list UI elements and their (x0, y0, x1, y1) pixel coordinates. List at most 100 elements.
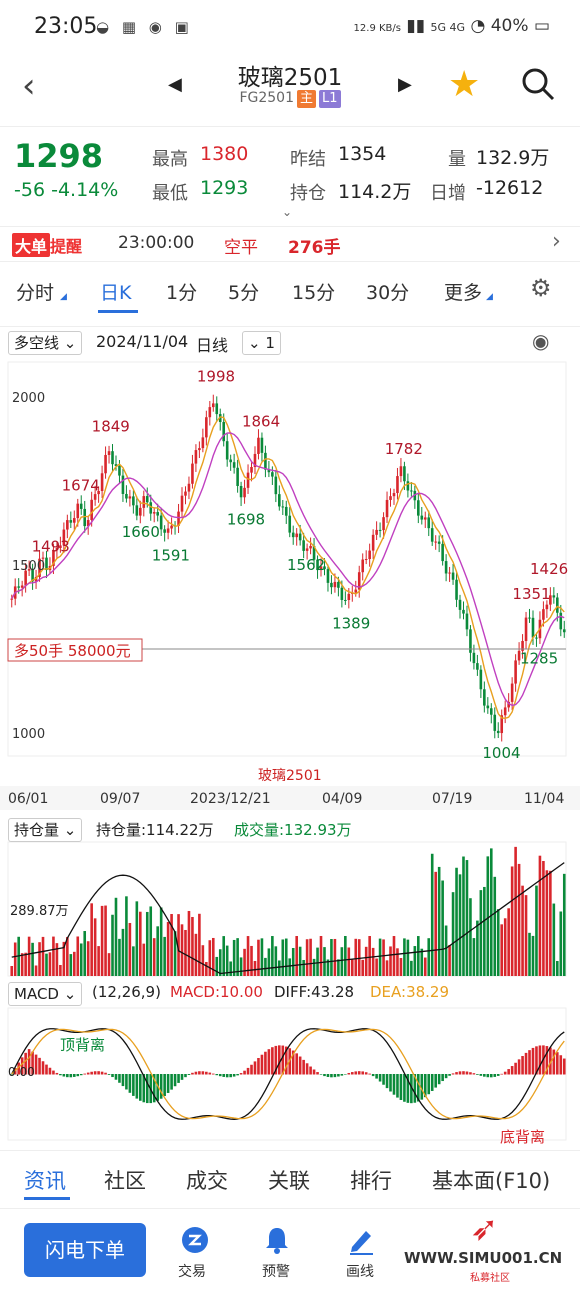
candle-body (31, 569, 34, 582)
watermark-text: WWW.SIMU001.CN (404, 1249, 563, 1267)
tab-15min[interactable]: 15分 (292, 282, 336, 304)
volume-bar (128, 922, 132, 976)
candle-body (62, 529, 66, 546)
candle-body (437, 541, 441, 544)
tab-timeshare[interactable]: 分时 (16, 282, 55, 304)
candle-body (323, 566, 326, 570)
volume-bar (90, 903, 93, 976)
candle-body (479, 669, 483, 690)
indicator-dropdown[interactable]: 多空线 ⌄ (8, 331, 83, 355)
macd-bar (469, 1072, 472, 1075)
candle-body (417, 500, 420, 516)
trade-icon[interactable] (180, 1225, 210, 1255)
volume-bar (357, 939, 361, 976)
big-order-alert[interactable]: 大单 提醒 23:00:00 空平 276手 › (0, 226, 580, 262)
volume-bar (312, 958, 316, 976)
volume-bar (423, 957, 427, 976)
candle-body (291, 532, 295, 538)
volume-bar (542, 860, 545, 976)
prev-value: 1354 (338, 143, 387, 165)
tab-5min[interactable]: 5分 (228, 282, 260, 304)
tab-30min[interactable]: 30分 (366, 282, 410, 304)
candle-body (191, 463, 194, 484)
kline-chart[interactable]: 1998 1849 1864 1674 1782 1493 1426 1351 1660 1591… (0, 360, 580, 1150)
wifi-icon: ◔ (470, 16, 486, 36)
candle-body (66, 520, 69, 530)
candle-body (337, 581, 340, 588)
expand-chevron-icon[interactable]: ⌄ (282, 205, 293, 219)
candle-body (444, 561, 448, 574)
macd-bar (139, 1074, 142, 1101)
tab-more[interactable]: 更多 (444, 282, 483, 304)
volume-bar (549, 870, 552, 976)
candle-body (288, 515, 292, 533)
macd-bar (34, 1054, 38, 1075)
tab-daily-k[interactable]: 日K (100, 282, 132, 304)
macd-bar (253, 1061, 257, 1075)
kline-date: 2024/11/04 (96, 332, 189, 351)
candle-body (392, 493, 396, 497)
tab-trades[interactable]: 成交 (186, 1169, 228, 1193)
macd-bar (211, 1073, 215, 1075)
price-annotation: 1591 (152, 546, 190, 564)
candle-body (298, 533, 302, 541)
watermark-subtext: 私募社区 (470, 1273, 510, 1284)
candle-body (385, 499, 389, 518)
volume-indicator-dropdown[interactable]: 持仓量 ⌄ (8, 818, 83, 842)
candle-body (142, 496, 146, 508)
volume-bar (350, 959, 354, 976)
gear-icon[interactable]: ⚙ (530, 274, 552, 302)
volume-bar (524, 895, 528, 976)
flash-order-button[interactable]: 闪电下单 (24, 1223, 146, 1277)
volume-bar (31, 942, 34, 976)
volume-bar (107, 953, 111, 976)
signal-icon: ▮▮ (406, 16, 426, 36)
next-contract-icon[interactable]: ▶ (398, 74, 412, 95)
search-icon[interactable] (520, 66, 556, 102)
candle-body (114, 464, 118, 466)
pen-icon[interactable] (346, 1225, 376, 1255)
tab-fundamentals[interactable]: 基本面(F10) (432, 1169, 551, 1193)
candle-body (257, 437, 260, 454)
candle-body (410, 490, 413, 492)
chevron-right-icon[interactable]: › (552, 229, 561, 254)
macd-indicator-dropdown[interactable]: MACD ⌄ (8, 982, 83, 1006)
eye-icon[interactable]: ◉ (532, 329, 550, 353)
tab-ranking[interactable]: 排行 (350, 1169, 392, 1193)
candle-body (319, 566, 323, 571)
count-dropdown[interactable]: ⌄ 1 (242, 331, 281, 355)
main-tag: 主 (297, 90, 317, 108)
macd-bar (281, 1045, 285, 1075)
prev-contract-icon[interactable]: ◀ (168, 74, 182, 95)
volume-bar (170, 914, 173, 976)
candle-body (295, 533, 298, 538)
macd-bar (552, 1049, 556, 1075)
y-tick-label: 2000 (12, 391, 45, 406)
candle-body (201, 437, 205, 449)
macd-bar (86, 1072, 90, 1075)
macd-bar (368, 1073, 371, 1075)
favorite-star-icon[interactable]: ★ (448, 64, 481, 105)
tab-1min[interactable]: 1分 (166, 282, 198, 304)
draw-label[interactable]: 画线 (346, 1264, 374, 1280)
candle-body (218, 414, 222, 423)
alert-label[interactable]: 预警 (262, 1264, 290, 1280)
volume-bar (347, 947, 351, 976)
macd-bar (302, 1059, 305, 1075)
open-interest-line (11, 862, 565, 975)
tab-related[interactable]: 关联 (268, 1169, 310, 1193)
volume-bar (406, 939, 410, 976)
tab-news[interactable]: 资讯 (24, 1169, 66, 1193)
volume-bar (24, 952, 27, 976)
last-price: 1298 (14, 137, 104, 175)
tab-community[interactable]: 社区 (104, 1169, 146, 1193)
l1-tag: L1 (319, 90, 341, 108)
volume-bar (10, 966, 14, 976)
bell-icon[interactable] (262, 1225, 292, 1255)
volume-bar (437, 866, 441, 976)
trade-label[interactable]: 交易 (178, 1264, 206, 1280)
macd-bar (104, 1072, 107, 1075)
back-icon[interactable]: ‹ (22, 66, 36, 106)
candle-body (125, 493, 128, 499)
volume-axis-label: 289.87万 (10, 904, 69, 919)
